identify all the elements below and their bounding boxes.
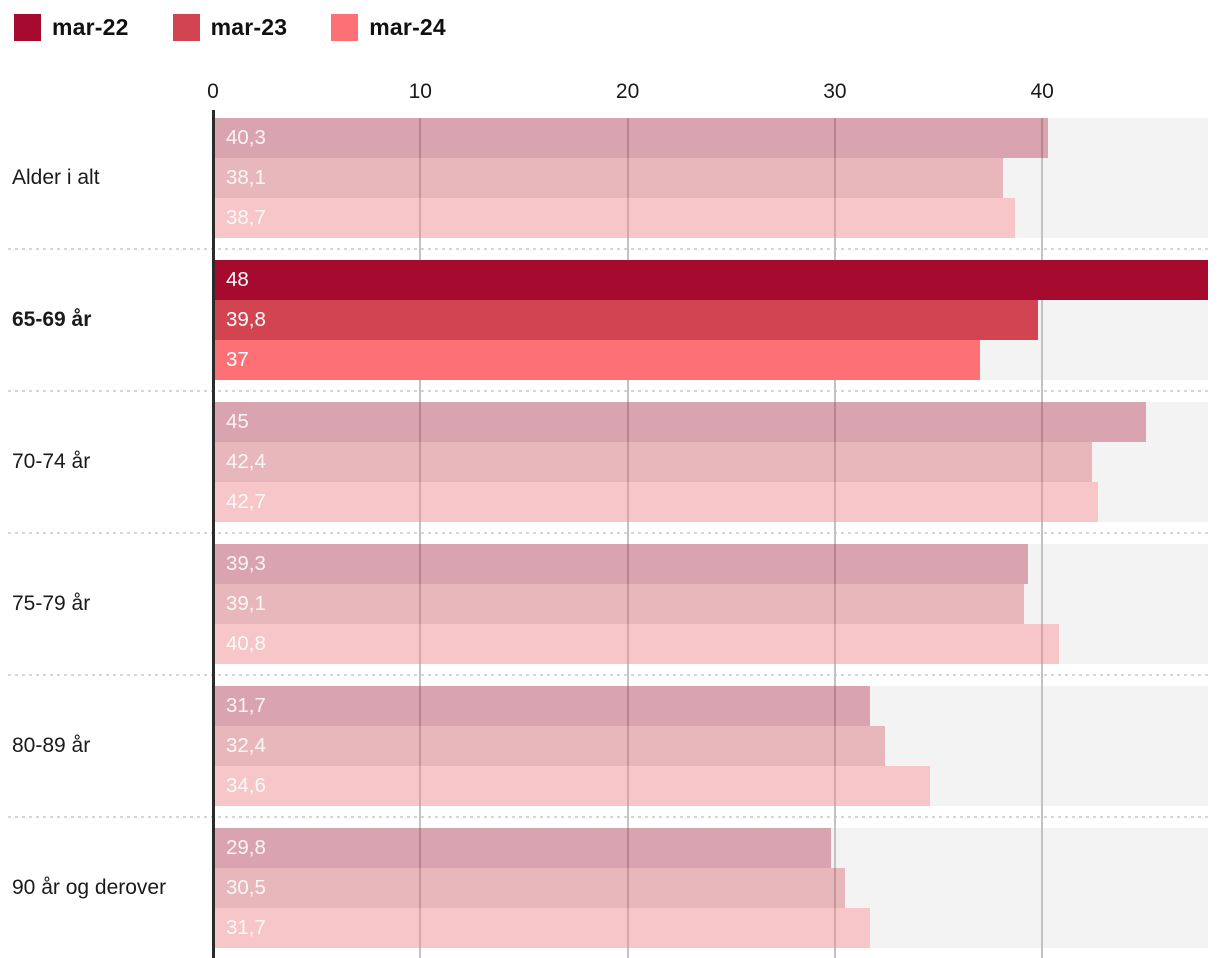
- legend-item-mar-24: mar-24: [331, 14, 446, 41]
- bar: 32,4: [213, 726, 885, 766]
- legend-label: mar-23: [210, 14, 288, 40]
- bar-value-label: 31,7: [226, 694, 266, 717]
- category-label: 70-74 år: [12, 450, 91, 473]
- bar-value-label: 40,3: [226, 126, 266, 149]
- legend-label: mar-24: [369, 14, 446, 40]
- bar-value-label: 38,7: [226, 206, 266, 229]
- x-axis-tick-label: 0: [207, 80, 219, 103]
- gridline: [626, 118, 629, 958]
- bar: 40,8: [213, 624, 1059, 664]
- category-label: Alder i alt: [12, 166, 100, 189]
- x-axis-tick-label: 30: [823, 80, 847, 103]
- legend-swatch-mar-24-icon: [331, 14, 359, 41]
- bar-value-label: 29,8: [226, 836, 266, 859]
- bar: 40,3: [213, 118, 1049, 158]
- bar: 29,8: [213, 828, 831, 868]
- bar: 38,7: [213, 198, 1016, 238]
- x-axis-tick-label: 10: [408, 80, 432, 103]
- bar-value-label: 38,1: [226, 166, 266, 189]
- bar: 30,5: [213, 868, 846, 908]
- bar: 48: [213, 260, 1208, 300]
- bar-value-label: 31,7: [226, 916, 266, 939]
- bar: 31,7: [213, 686, 871, 726]
- bar-value-label: 37: [226, 348, 249, 371]
- category-label: 80-89 år: [12, 734, 91, 757]
- bar-value-label: 39,8: [226, 308, 266, 331]
- legend-item-mar-23: mar-23: [172, 14, 288, 41]
- x-axis-tick-label: 20: [615, 80, 640, 103]
- group-separator: [8, 816, 1208, 818]
- legend-label: mar-22: [52, 14, 129, 40]
- gridline: [1041, 118, 1044, 958]
- bar: 31,7: [213, 908, 871, 948]
- bar: 39,8: [213, 300, 1039, 340]
- bar: 45: [213, 402, 1146, 442]
- gridline: [419, 118, 422, 958]
- y-axis-line: [212, 110, 215, 958]
- bar-value-label: 39,3: [226, 552, 266, 575]
- group-separator: [8, 248, 1208, 250]
- bar: 39,1: [213, 584, 1024, 624]
- category-label: 75-79 år: [12, 592, 91, 615]
- bar-value-label: 30,5: [226, 876, 266, 899]
- bar: 42,4: [213, 442, 1092, 482]
- bar: 42,7: [213, 482, 1099, 522]
- legend: mar-22 mar-23 mar-24: [14, 14, 446, 41]
- group-separator: [8, 674, 1208, 676]
- bar-value-label: 42,7: [226, 490, 266, 513]
- legend-item-mar-22: mar-22: [14, 14, 129, 41]
- group-separator: [8, 532, 1208, 534]
- bar-value-label: 34,6: [226, 774, 266, 797]
- group-separator: [8, 390, 1208, 392]
- bar-value-label: 42,4: [226, 450, 266, 473]
- bar-value-label: 45: [226, 410, 249, 433]
- bar-value-label: 39,1: [226, 592, 266, 615]
- bar: 38,1: [213, 158, 1003, 198]
- x-axis-tick-label: 40: [1030, 80, 1054, 103]
- bar-value-label: 48: [226, 268, 249, 291]
- category-label: 90 år og derover: [12, 876, 167, 899]
- legend-swatch-mar-22-icon: [14, 14, 41, 41]
- legend-swatch-mar-23-icon: [172, 14, 200, 41]
- bar: 37: [213, 340, 980, 380]
- bar-value-label: 40,8: [226, 632, 266, 655]
- gridline: [833, 118, 836, 958]
- category-label: 65-69 år: [12, 308, 92, 331]
- bar: 34,6: [213, 766, 931, 806]
- bar-value-label: 32,4: [226, 734, 266, 757]
- bar: 39,3: [213, 544, 1028, 584]
